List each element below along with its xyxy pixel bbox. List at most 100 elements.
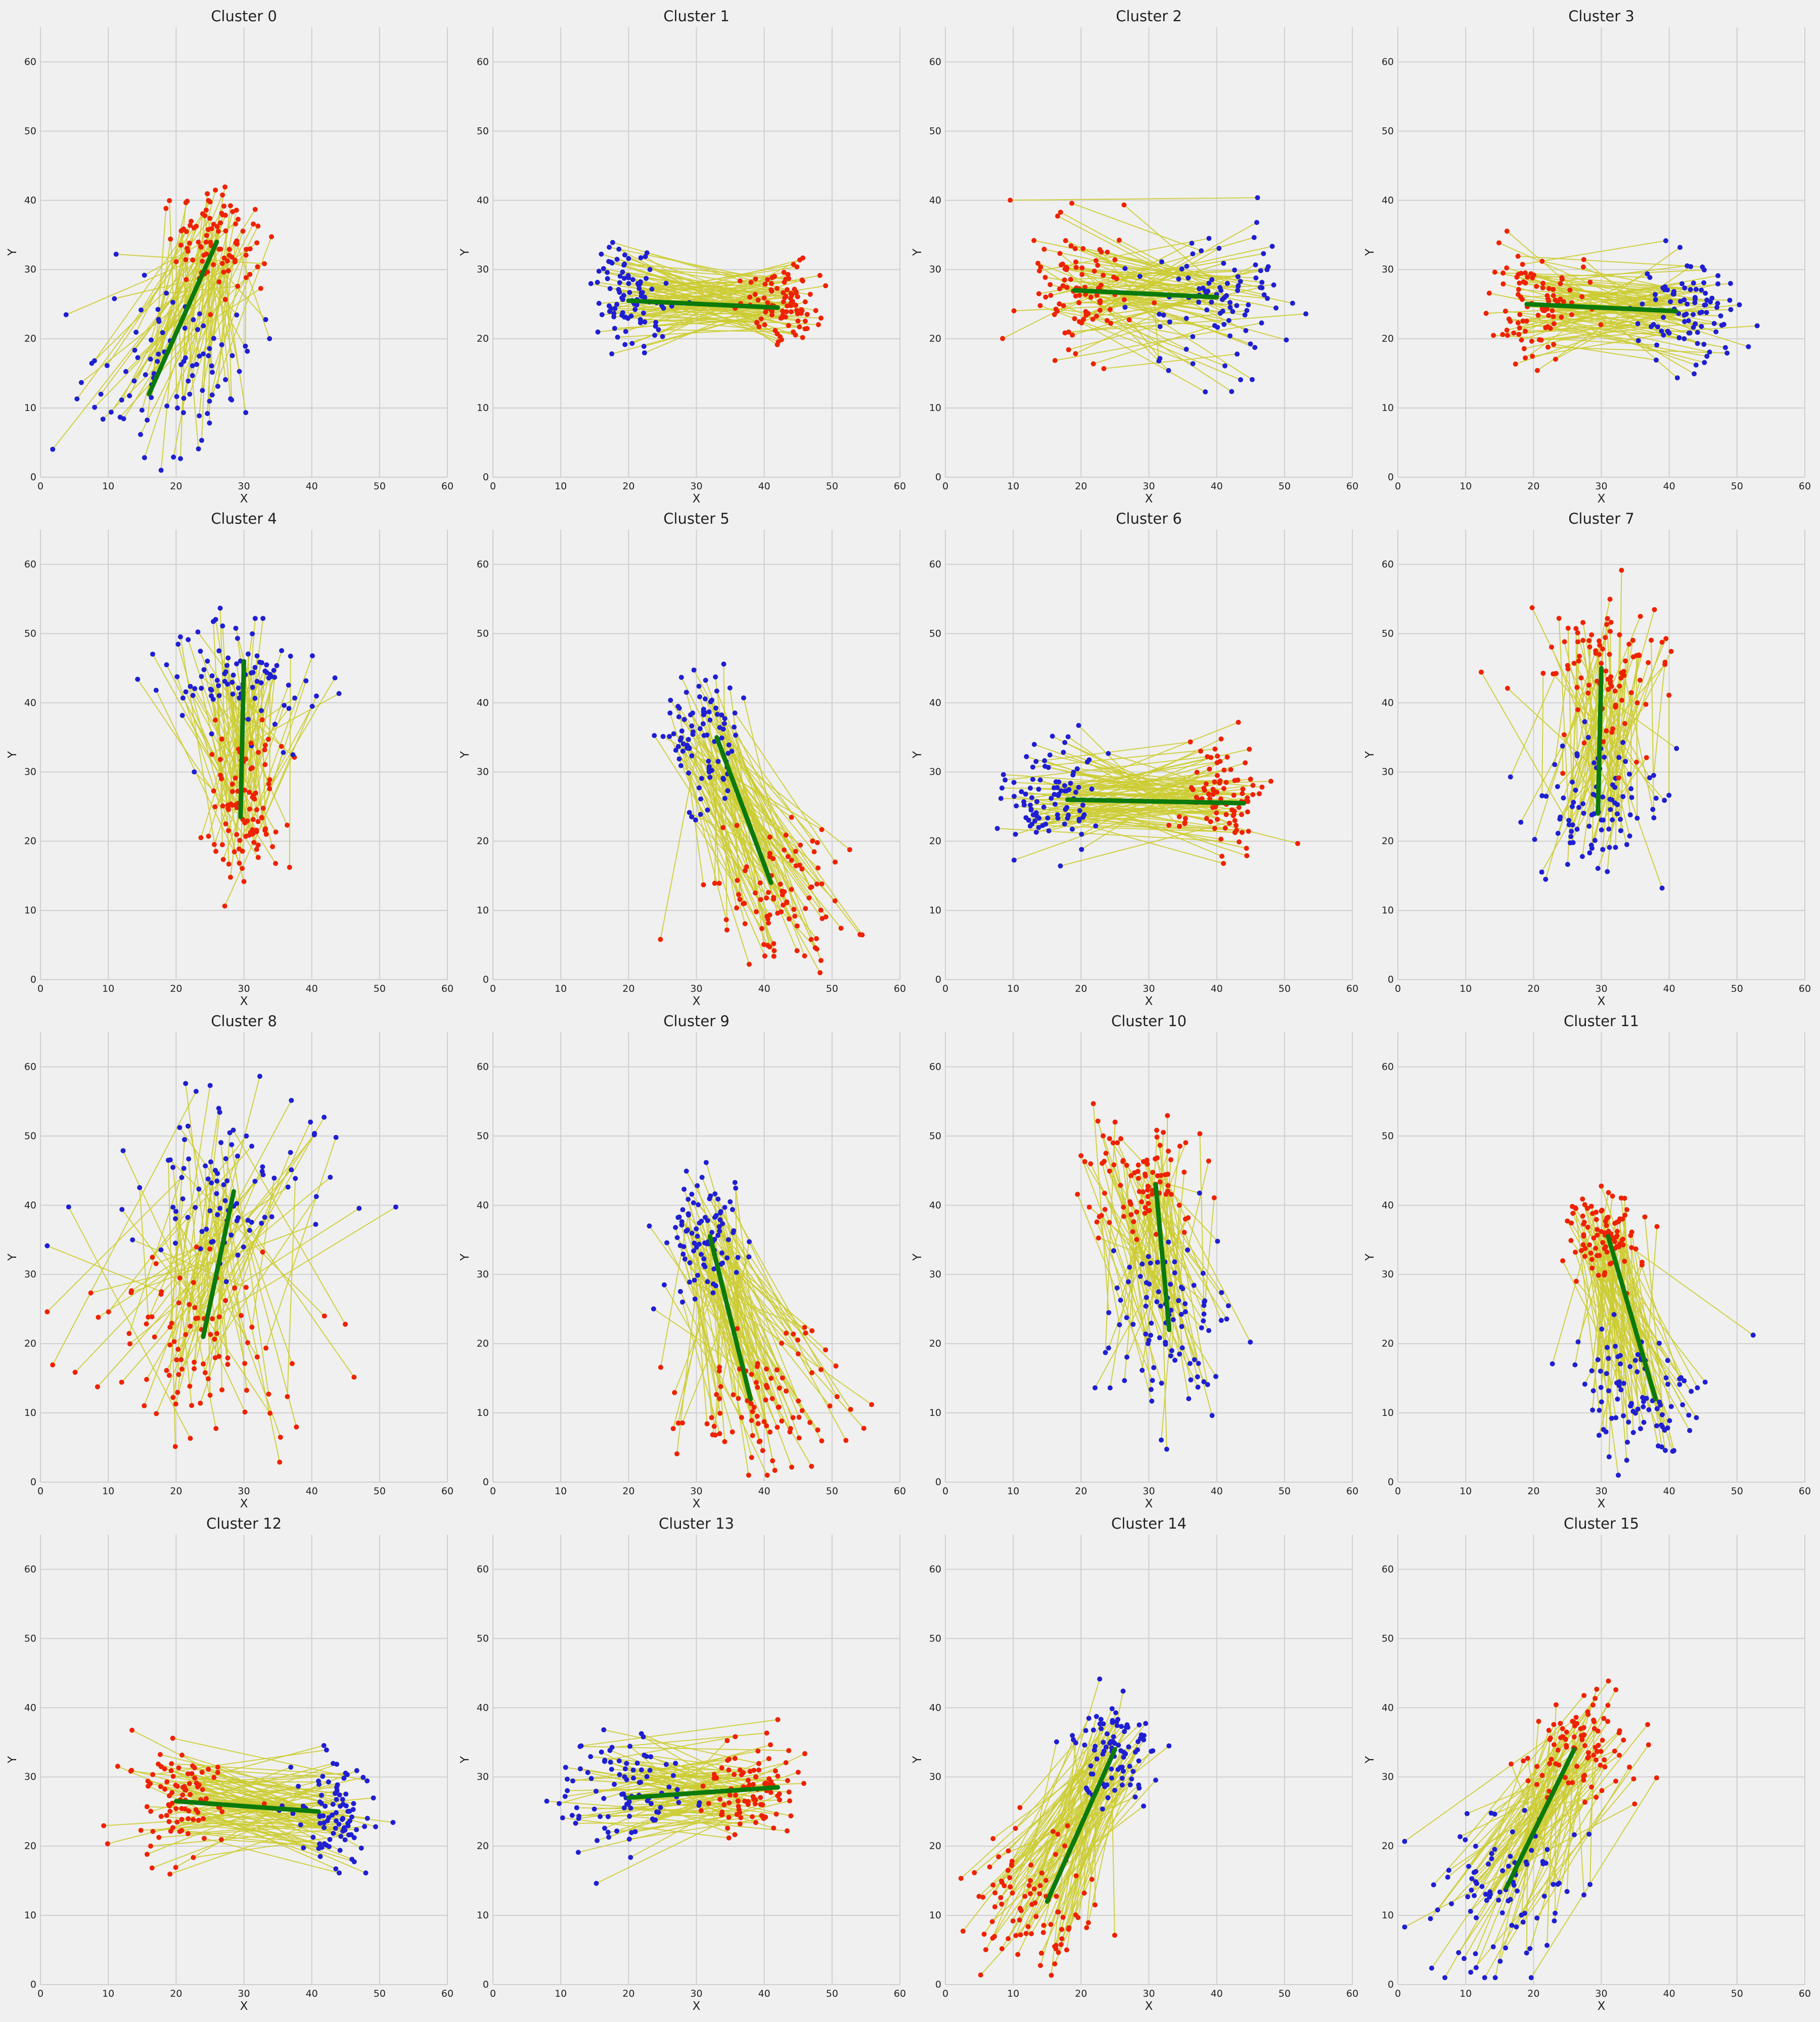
cluster-5-destination-point: [810, 838, 815, 844]
cluster-8-destination-point: [173, 1401, 178, 1407]
cluster-14-destination-point: [1058, 1942, 1064, 1947]
cluster-11-origin-point: [1681, 1378, 1687, 1384]
cluster-7-destination-point: [1581, 740, 1587, 746]
cluster-0-destination-point: [216, 279, 222, 285]
cluster-0-origin-point: [164, 403, 170, 409]
cluster-0-destination-point: [243, 275, 249, 281]
cluster-13-connector: [658, 1740, 728, 1813]
cluster-6-destination-point: [1246, 829, 1251, 834]
cluster-5-origin-point: [693, 817, 698, 823]
cluster-1-destination-point: [795, 318, 801, 324]
cluster-5-destination-point: [818, 958, 824, 963]
cluster-9-destination-point: [764, 1366, 769, 1372]
cluster-0-connector: [94, 231, 187, 361]
cluster-2-connector: [1100, 287, 1203, 311]
cluster-12-destination-point: [211, 1775, 217, 1780]
cluster-9-destination-point: [802, 1324, 807, 1330]
cluster-4-destination-point: [255, 842, 261, 848]
cluster-10-destination-point: [1107, 1136, 1112, 1141]
cluster-5-connector: [707, 809, 723, 828]
cluster-7-destination-point: [1666, 693, 1672, 698]
cluster-8-destination-point: [238, 1313, 244, 1318]
cluster-6-destination-point: [1206, 791, 1211, 797]
cluster-12-origin-point: [288, 1764, 294, 1770]
cluster-2-destination-point: [1041, 247, 1047, 252]
cluster-11-destination-point: [1594, 1209, 1599, 1215]
cluster-6-origin-point: [1000, 772, 1006, 777]
cluster-10-destination-point: [1206, 1158, 1211, 1164]
cluster-0-origin-point: [127, 393, 132, 398]
cluster-1-origin-point: [599, 312, 605, 317]
cluster-6-origin-point: [1089, 786, 1095, 792]
cluster-3-destination-point: [1520, 297, 1525, 302]
cluster-0-connector: [129, 246, 201, 396]
cluster-15-destination-point: [1509, 1761, 1514, 1767]
cluster-0-connector: [157, 248, 188, 362]
cluster-13-origin-point: [648, 1754, 654, 1760]
cluster-1-destination-point: [793, 302, 798, 308]
cluster-2-mean-vector: [1072, 288, 1219, 300]
cluster-13-origin-point: [606, 1834, 612, 1840]
cluster-14-connector: [992, 1739, 1074, 1939]
cluster-2-destination-point: [1105, 249, 1110, 255]
cluster-12-destination-point: [168, 1768, 174, 1773]
cluster-3-origin-point: [1663, 238, 1668, 244]
cluster-1-destination-point: [793, 291, 799, 296]
cluster-7-ytick-label: 60: [1382, 559, 1394, 570]
cluster-2-connector: [1057, 215, 1179, 280]
cluster-14-connector: [1012, 1750, 1095, 1862]
cluster-10-origin-point: [1195, 1374, 1200, 1380]
cluster-13-destination-point: [785, 1778, 790, 1783]
cluster-2-destination-point: [1081, 316, 1086, 322]
cluster-13-destination-point: [750, 1781, 756, 1787]
cluster-15-origin-point: [1499, 1910, 1505, 1915]
cluster-14-connector: [994, 1722, 1113, 1907]
cluster-0-destination-point: [223, 228, 229, 234]
cluster-7-destination-point: [1580, 620, 1586, 625]
cluster-11-destination-point: [1560, 1258, 1566, 1264]
cluster-4-xtick-label: 10: [102, 983, 114, 994]
cluster-14-origin-point: [1071, 1737, 1076, 1742]
cluster-13-origin-point: [557, 1801, 562, 1806]
cluster-5-destination-point: [771, 941, 777, 946]
cluster-13-origin-point: [639, 1767, 644, 1773]
cluster-7-connector: [1564, 734, 1602, 820]
cluster-5-origin-point: [715, 759, 721, 764]
cluster-12-origin-point: [330, 1761, 336, 1766]
cluster-5-destination-point: [771, 895, 777, 900]
cluster-0-connector: [158, 201, 188, 322]
cluster-11-origin-point: [1659, 1412, 1665, 1417]
cluster-14-connector: [1062, 1757, 1124, 1918]
cluster-12-destination-point: [192, 1775, 198, 1781]
cluster-12-destination-point: [158, 1814, 164, 1819]
cluster-14-destination-point: [1049, 1972, 1054, 1978]
cluster-1-origin-point: [653, 324, 658, 329]
cluster-13-destination-point: [759, 1813, 764, 1818]
cluster-8-origin-point: [229, 1232, 234, 1238]
cluster-9-origin-point: [712, 1236, 717, 1242]
cluster-2-destination-point: [1121, 202, 1127, 208]
cluster-15-destination-point: [1570, 1780, 1575, 1785]
cluster-8-origin-point: [210, 1238, 216, 1244]
cluster-0-destination-point: [178, 228, 184, 234]
cluster-11-origin-point: [1659, 1444, 1665, 1450]
cluster-2-origin-point: [1264, 296, 1270, 301]
cluster-11-origin-point: [1702, 1380, 1708, 1385]
cluster-10-destination-point: [1075, 1191, 1080, 1197]
cluster-2-connector: [1085, 294, 1245, 316]
cluster-10-origin-point: [1106, 1310, 1112, 1315]
cluster-12-origin-point: [343, 1791, 349, 1797]
cluster-3-connector: [1507, 312, 1700, 336]
cluster-7-destination-point: [1662, 662, 1668, 667]
cluster-7-origin-point: [1589, 812, 1595, 818]
cluster-6-mean-vector: [1065, 797, 1246, 806]
cluster-2-origin-point: [1265, 264, 1271, 269]
cluster-13-xtick-label: 0: [490, 1988, 496, 1999]
cluster-9-connector: [713, 1250, 749, 1476]
cluster-2-destination-point: [1058, 209, 1063, 215]
cluster-12-ytick-label: 10: [24, 1910, 36, 1921]
cluster-0-origin-point: [170, 299, 175, 305]
cluster-7-destination-point: [1573, 626, 1579, 631]
